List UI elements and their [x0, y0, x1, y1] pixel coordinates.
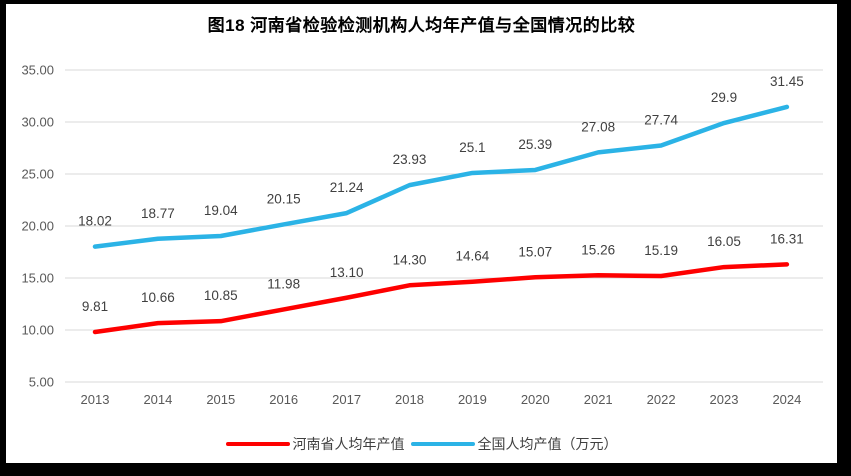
legend-item-1: 全国人均产值（万元） [410, 434, 618, 454]
y-tick-label: 30.00 [21, 115, 54, 130]
y-tick-label: 10.00 [21, 323, 54, 338]
y-tick-label: 25.00 [21, 167, 54, 182]
data-label-0: 15.07 [518, 244, 552, 259]
data-label-0: 10.66 [141, 290, 175, 305]
data-label-1: 18.02 [78, 214, 112, 229]
data-label-1: 27.08 [581, 119, 615, 134]
series-line-0 [92, 262, 790, 335]
chart-title: 图18 河南省检验检测机构人均年产值与全国情况的比较 [207, 16, 636, 35]
y-tick-label: 5.00 [29, 375, 54, 390]
x-tick-label: 2017 [332, 392, 361, 407]
data-label-1: 31.45 [770, 74, 804, 89]
y-tick-label: 35.00 [21, 63, 54, 78]
data-label-0: 15.26 [581, 242, 615, 257]
data-label-1: 18.77 [141, 206, 175, 221]
x-tick-label: 2013 [81, 392, 110, 407]
legend-item-0: 河南省人均年产值 [225, 434, 405, 454]
data-label-1: 21.24 [330, 180, 364, 195]
data-label-1: 25.1 [459, 140, 485, 155]
legend-line-swatch [225, 441, 290, 447]
data-label-1: 29.9 [711, 90, 737, 105]
data-label-1: 20.15 [267, 191, 301, 206]
x-tick-label: 2015 [206, 392, 235, 407]
data-label-0: 9.81 [82, 299, 108, 314]
x-tick-label: 2016 [269, 392, 298, 407]
x-tick-label: 2019 [458, 392, 487, 407]
series-line-1 [92, 104, 790, 249]
legend-label: 河南省人均年产值 [292, 436, 405, 452]
data-label-0: 14.64 [456, 249, 490, 264]
x-tick-label: 2023 [710, 392, 739, 407]
line-chart-plot: 5.00 10.00 15.00 20.00 25.00 30.00 35.00 2013 20… [21, 63, 823, 407]
x-tick-label: 2014 [143, 392, 172, 407]
legend-label: 全国人均产值（万元） [477, 436, 618, 452]
data-label-1: 25.39 [518, 137, 552, 152]
x-tick-label: 2018 [395, 392, 424, 407]
chart-frame: 图18 河南省检验检测机构人均年产值与全国情况的比较 5.00 10.00 15.0… [6, 4, 837, 463]
x-tick-label: 2020 [521, 392, 550, 407]
data-label-0: 11.98 [267, 276, 300, 291]
data-label-0: 10.85 [204, 288, 238, 303]
data-label-0: 15.19 [644, 243, 678, 258]
data-label-0: 16.05 [707, 234, 741, 249]
data-label-1: 23.93 [393, 152, 427, 167]
y-tick-label: 20.00 [21, 219, 54, 234]
data-label-0: 13.10 [330, 265, 364, 280]
data-label-1: 19.04 [204, 203, 238, 218]
chart-legend: 河南省人均年产值 全国人均产值（万元） [6, 434, 837, 454]
data-label-0: 14.30 [393, 252, 427, 267]
x-tick-label: 2021 [584, 392, 613, 407]
data-label-1: 27.74 [644, 113, 678, 128]
legend-line-swatch [410, 441, 475, 447]
y-tick-label: 15.00 [21, 271, 54, 286]
x-tick-label: 2024 [772, 392, 801, 407]
data-label-0: 16.31 [770, 231, 804, 246]
x-tick-label: 2022 [647, 392, 676, 407]
